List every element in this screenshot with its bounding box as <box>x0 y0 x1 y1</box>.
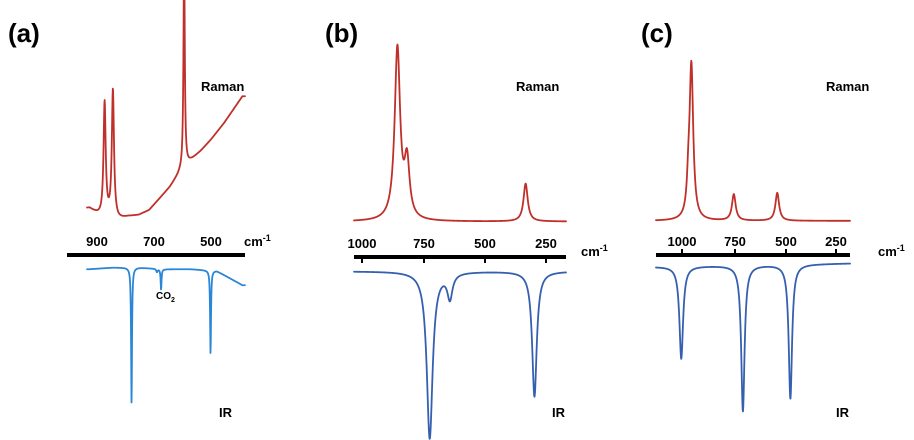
panel-a-unit-label: cm-1 <box>244 233 271 249</box>
panel-b-unit-label: cm-1 <box>581 243 608 259</box>
panel-c-raman-curve <box>655 59 851 222</box>
panel-a-tick-label-700: 700 <box>143 234 165 249</box>
panel-b-ir-curve <box>353 270 567 440</box>
panel-b: (b) Raman IR 1000 750 500 250 cm-1 <box>325 18 608 440</box>
panel-b-raman-label: Raman <box>516 79 559 94</box>
panel-a: (a) Raman IR 900 700 500 cm-1 CO2 <box>8 0 271 420</box>
panel-a-tick-label-900: 900 <box>86 234 108 249</box>
panel-c-ir-label: IR <box>836 405 850 420</box>
panel-b-tick-label-1000: 1000 <box>348 236 377 251</box>
panel-c-unit-label: cm-1 <box>878 243 905 259</box>
panel-c: (c) Raman IR 1000 750 500 250 cm-1 <box>641 18 905 420</box>
panel-c-tick-label-250: 250 <box>825 234 847 249</box>
panel-c-tick-label-500: 500 <box>775 234 797 249</box>
panel-c-tick-label-1000: 1000 <box>668 234 697 249</box>
panel-b-tick-label-500: 500 <box>474 236 496 251</box>
panel-a-letter: (a) <box>8 18 40 48</box>
panel-a-ir-label: IR <box>219 405 233 420</box>
panel-a-raman-curve <box>86 0 246 217</box>
panel-c-raman-label: Raman <box>826 79 869 94</box>
panel-b-raman-curve <box>353 43 567 223</box>
panel-a-raman-label: Raman <box>201 79 244 94</box>
panel-c-ir-curve <box>655 262 851 413</box>
panel-b-letter: (b) <box>325 18 358 48</box>
panel-b-tick-label-250: 250 <box>535 236 557 251</box>
panel-a-co2-annotation: CO2 <box>156 291 175 304</box>
panel-b-tick-label-750: 750 <box>413 236 435 251</box>
panel-c-tick-label-750: 750 <box>724 234 746 249</box>
panel-c-letter: (c) <box>641 18 673 48</box>
panel-a-tick-label-500: 500 <box>200 234 222 249</box>
panel-b-ir-label: IR <box>552 405 566 420</box>
panel-a-ir-curve <box>86 266 246 404</box>
